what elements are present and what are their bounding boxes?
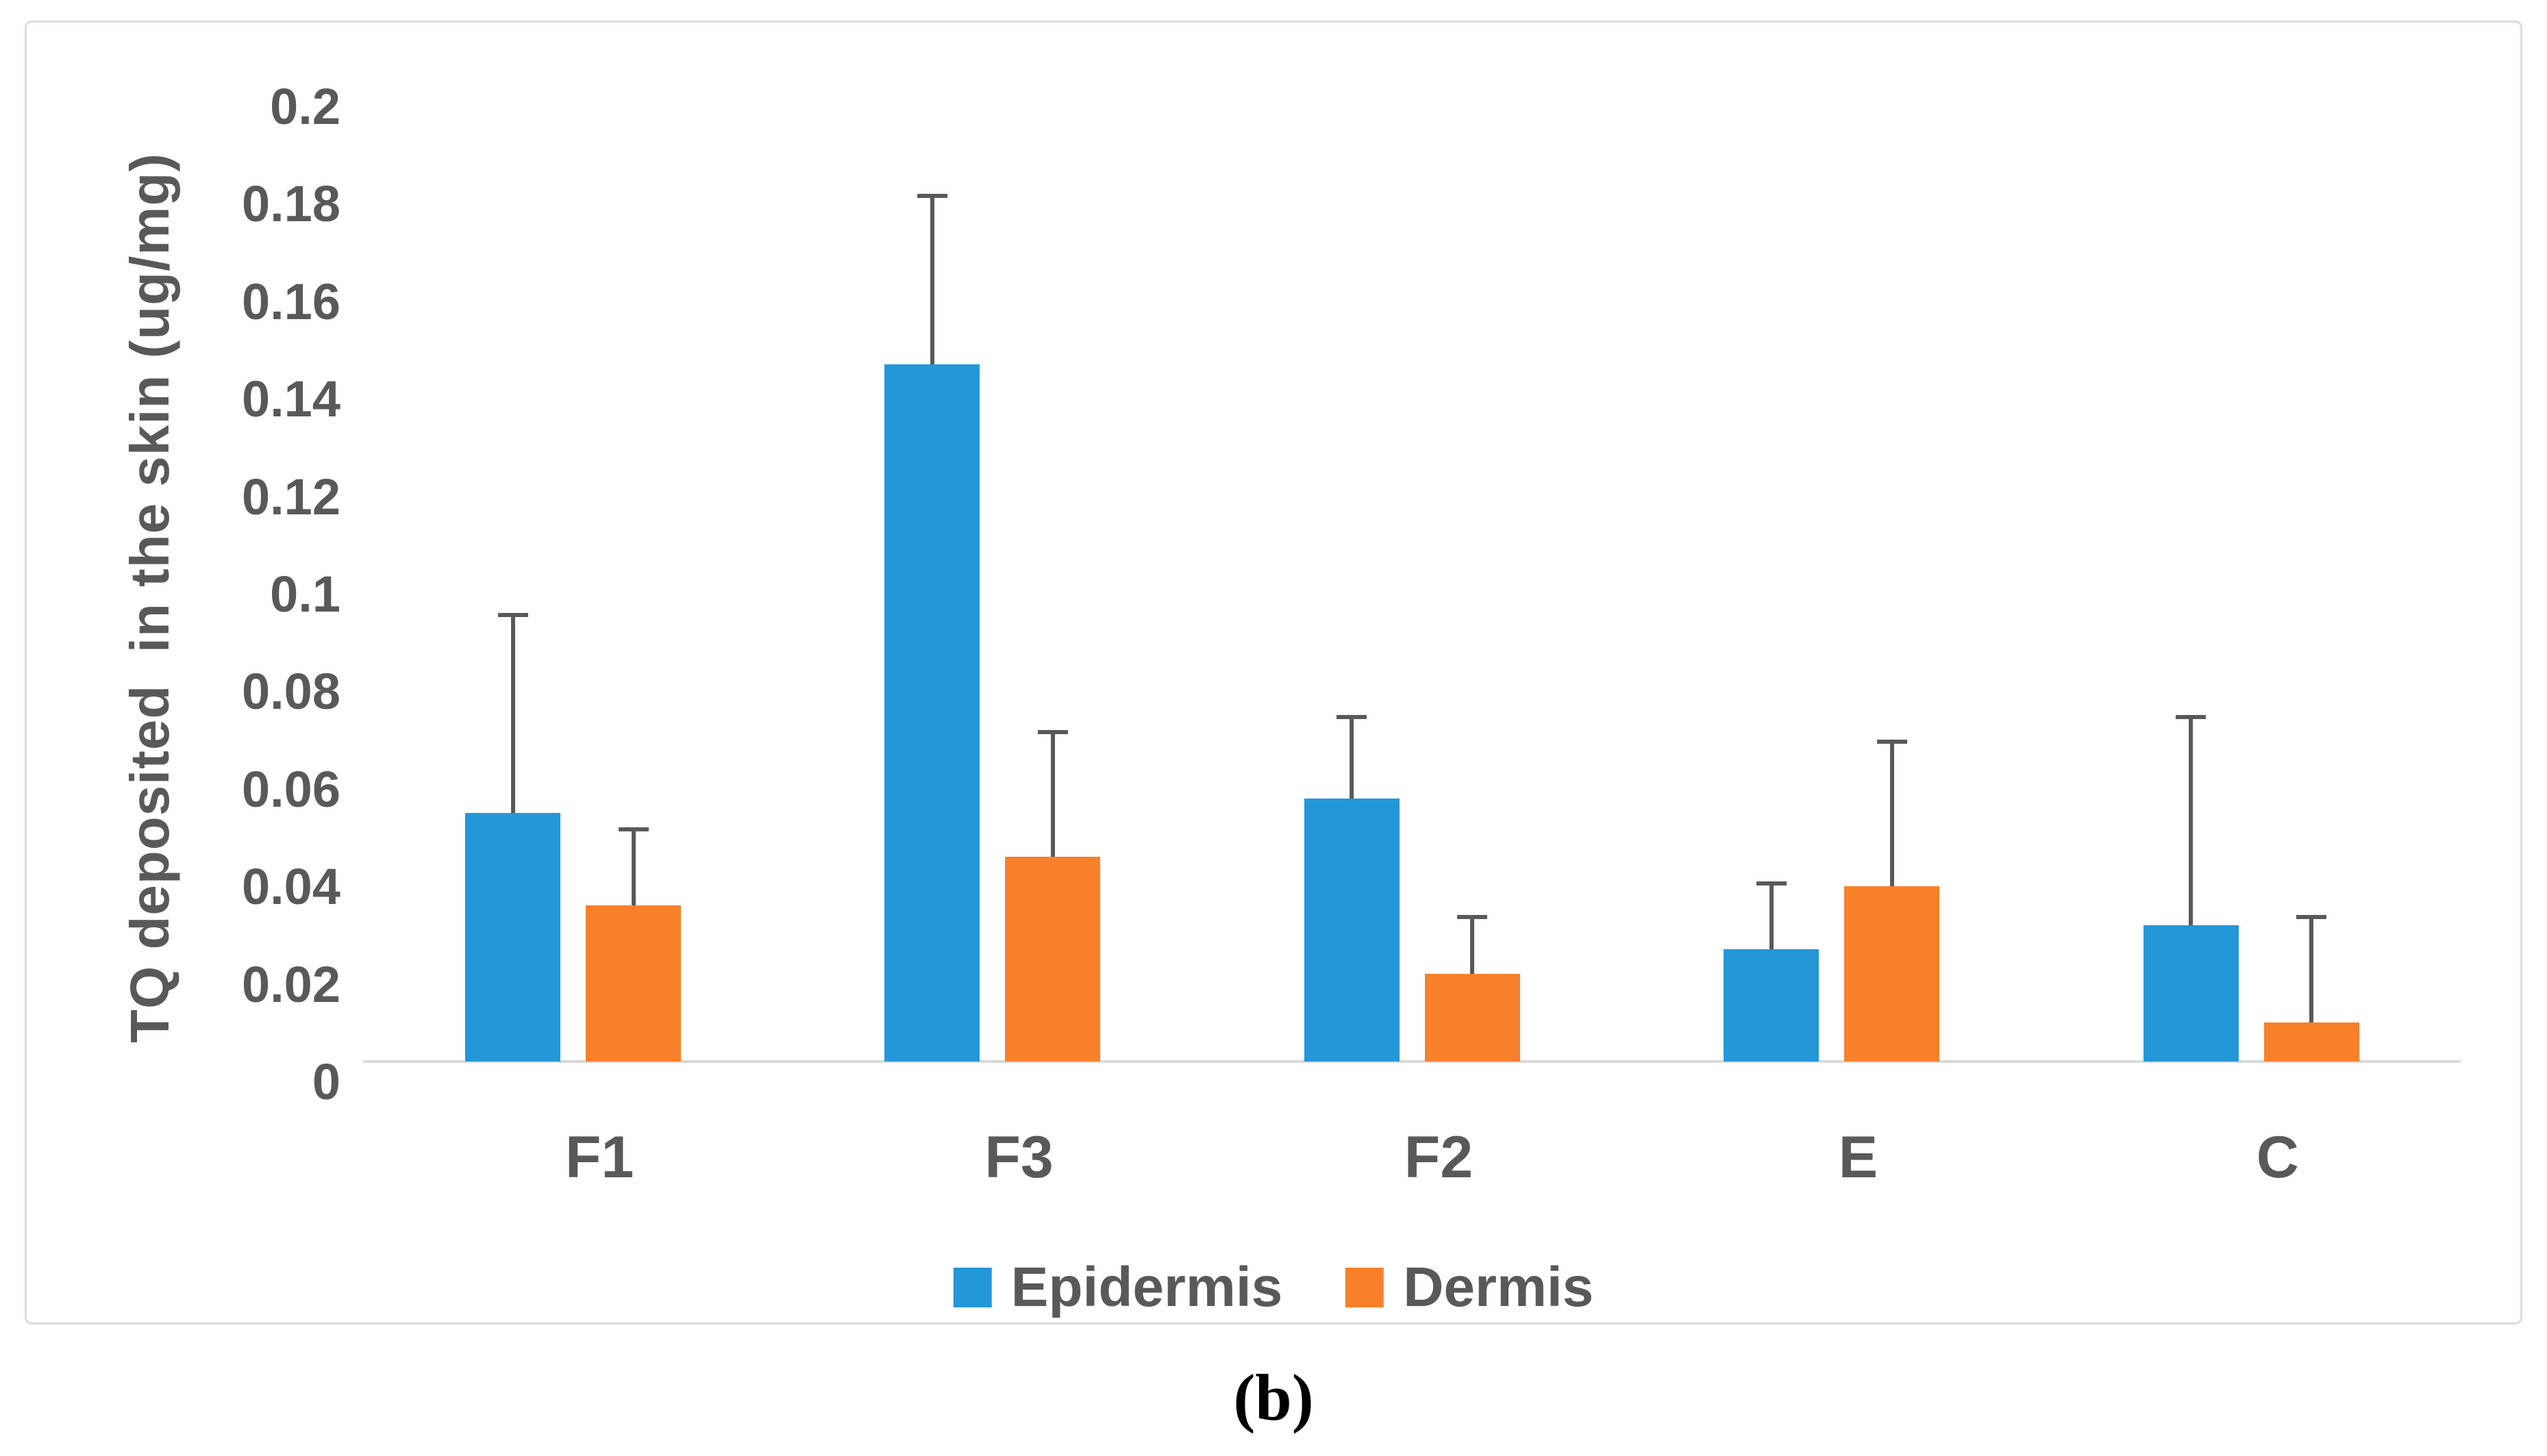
error-bar-cap <box>1876 740 1907 744</box>
error-bar-cap <box>1457 915 1488 920</box>
bar-dermis-f1 <box>586 905 681 1062</box>
error-bar-stem <box>631 827 636 906</box>
bar-dermis-f2 <box>1424 973 1520 1062</box>
y-tick-label: 0.02 <box>241 955 340 1013</box>
error-bar-cap <box>1756 881 1787 886</box>
error-bar-cap <box>917 193 947 198</box>
error-bar-dermis-c <box>2296 915 2327 1023</box>
x-category-label-f1: F1 <box>565 1125 634 1190</box>
error-bar-epidermis-c <box>2176 715 2207 925</box>
legend-label: Epidermis <box>1010 1256 1283 1318</box>
error-bar-epidermis-f3 <box>917 193 947 364</box>
bar-epidermis-e <box>1724 949 1819 1062</box>
legend-swatch-epidermis <box>953 1268 992 1307</box>
chart-frame: TQ deposited in the skin (ug/mg) 0 0.02 0.… <box>25 21 2522 1325</box>
x-category-label-f3: F3 <box>984 1125 1054 1190</box>
error-bar-epidermis-f1 <box>497 612 528 813</box>
bar-epidermis-f3 <box>884 364 980 1062</box>
legend-item-dermis: Dermis <box>1345 1255 1593 1320</box>
error-bar-stem <box>2309 915 2314 1023</box>
error-bar-epidermis-e <box>1756 881 1787 950</box>
error-bar-stem <box>1050 729 1055 857</box>
y-tick-label: 0.06 <box>241 760 340 818</box>
x-category-label-f2: F2 <box>1404 1125 1474 1190</box>
y-tick-label: 0.08 <box>241 663 340 720</box>
error-bar-cap <box>1037 729 1068 734</box>
bar-epidermis-c <box>2143 925 2239 1062</box>
x-axis-line <box>363 1060 2461 1063</box>
error-bar-stem <box>1350 715 1354 799</box>
error-bar-stem <box>1470 915 1475 974</box>
error-bar-cap <box>1337 715 1367 720</box>
bar-dermis-e <box>1844 886 1940 1062</box>
legend: Epidermis Dermis <box>953 1255 1593 1320</box>
error-bar-stem <box>930 193 934 364</box>
error-bar-stem <box>1769 881 1774 950</box>
error-bar-stem <box>510 612 515 813</box>
error-bar-dermis-f3 <box>1037 729 1068 857</box>
y-tick-label: 0.18 <box>241 175 340 233</box>
legend-label: Dermis <box>1403 1256 1594 1318</box>
error-bar-cap <box>2296 915 2327 920</box>
error-bar-dermis-f2 <box>1457 915 1488 974</box>
error-bar-epidermis-f2 <box>1337 715 1367 799</box>
bar-epidermis-f1 <box>465 812 560 1062</box>
figure-caption: (b) <box>1233 1361 1314 1434</box>
error-bar-stem <box>1889 740 1894 886</box>
y-tick-label: 0.12 <box>241 468 340 525</box>
bar-epidermis-f2 <box>1304 798 1400 1062</box>
bar-dermis-f3 <box>1005 856 1101 1062</box>
y-tick-label: 0 <box>312 1053 340 1111</box>
legend-item-epidermis: Epidermis <box>953 1255 1283 1320</box>
x-category-label-e: E <box>1838 1125 1878 1190</box>
error-bar-cap <box>618 827 649 832</box>
error-bar-stem <box>2189 715 2194 925</box>
x-category-label-c: C <box>2256 1125 2299 1190</box>
bar-dermis-c <box>2263 1022 2359 1062</box>
y-tick-label: 0.1 <box>270 566 340 623</box>
error-bar-cap <box>2176 715 2207 720</box>
y-tick-label: 0.2 <box>270 78 340 136</box>
y-tick-label: 0.04 <box>241 858 340 916</box>
legend-swatch-dermis <box>1345 1268 1384 1307</box>
y-tick-label: 0.16 <box>241 273 340 330</box>
error-bar-dermis-f1 <box>618 827 649 906</box>
error-bar-cap <box>497 612 528 617</box>
y-tick-label: 0.14 <box>241 371 340 428</box>
error-bar-dermis-e <box>1876 740 1907 886</box>
